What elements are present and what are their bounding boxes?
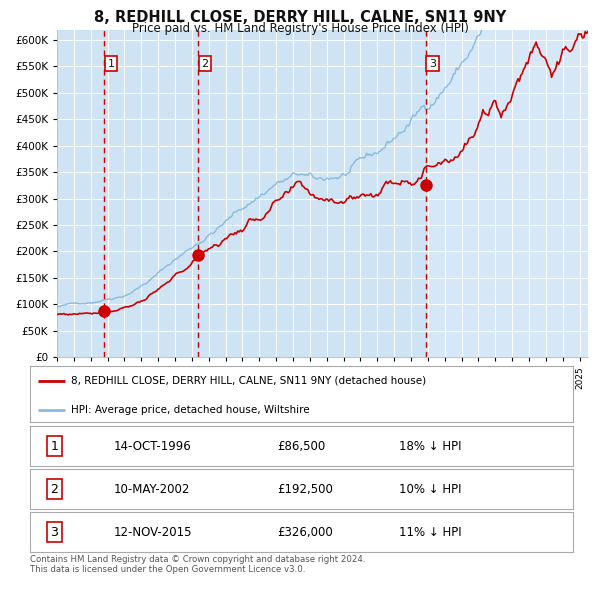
- Bar: [104, 30, 198, 357]
- Text: This data is licensed under the Open Government Licence v3.0.: This data is licensed under the Open Gov…: [30, 565, 305, 574]
- Text: £326,000: £326,000: [277, 526, 333, 539]
- Text: 14-OCT-1996: 14-OCT-1996: [114, 440, 192, 453]
- Text: 11% ↓ HPI: 11% ↓ HPI: [399, 526, 462, 539]
- Text: 2: 2: [50, 483, 58, 496]
- Text: 12-NOV-2015: 12-NOV-2015: [114, 526, 193, 539]
- Text: 2: 2: [201, 58, 208, 68]
- Text: Price paid vs. HM Land Registry's House Price Index (HPI): Price paid vs. HM Land Registry's House …: [131, 22, 469, 35]
- Text: £86,500: £86,500: [277, 440, 325, 453]
- Bar: [198, 30, 425, 357]
- Text: 8, REDHILL CLOSE, DERRY HILL, CALNE, SN11 9NY: 8, REDHILL CLOSE, DERRY HILL, CALNE, SN1…: [94, 10, 506, 25]
- Text: 10-MAY-2002: 10-MAY-2002: [114, 483, 191, 496]
- Text: 1: 1: [50, 440, 58, 453]
- Text: 1: 1: [107, 58, 115, 68]
- Text: HPI: Average price, detached house, Wiltshire: HPI: Average price, detached house, Wilt…: [71, 405, 310, 415]
- Text: 3: 3: [50, 526, 58, 539]
- Text: 18% ↓ HPI: 18% ↓ HPI: [399, 440, 462, 453]
- Text: 10% ↓ HPI: 10% ↓ HPI: [399, 483, 462, 496]
- Text: £192,500: £192,500: [277, 483, 333, 496]
- Text: Contains HM Land Registry data © Crown copyright and database right 2024.: Contains HM Land Registry data © Crown c…: [30, 555, 365, 563]
- Text: 8, REDHILL CLOSE, DERRY HILL, CALNE, SN11 9NY (detached house): 8, REDHILL CLOSE, DERRY HILL, CALNE, SN1…: [71, 376, 426, 386]
- Text: 3: 3: [429, 58, 436, 68]
- Bar: [57, 30, 104, 357]
